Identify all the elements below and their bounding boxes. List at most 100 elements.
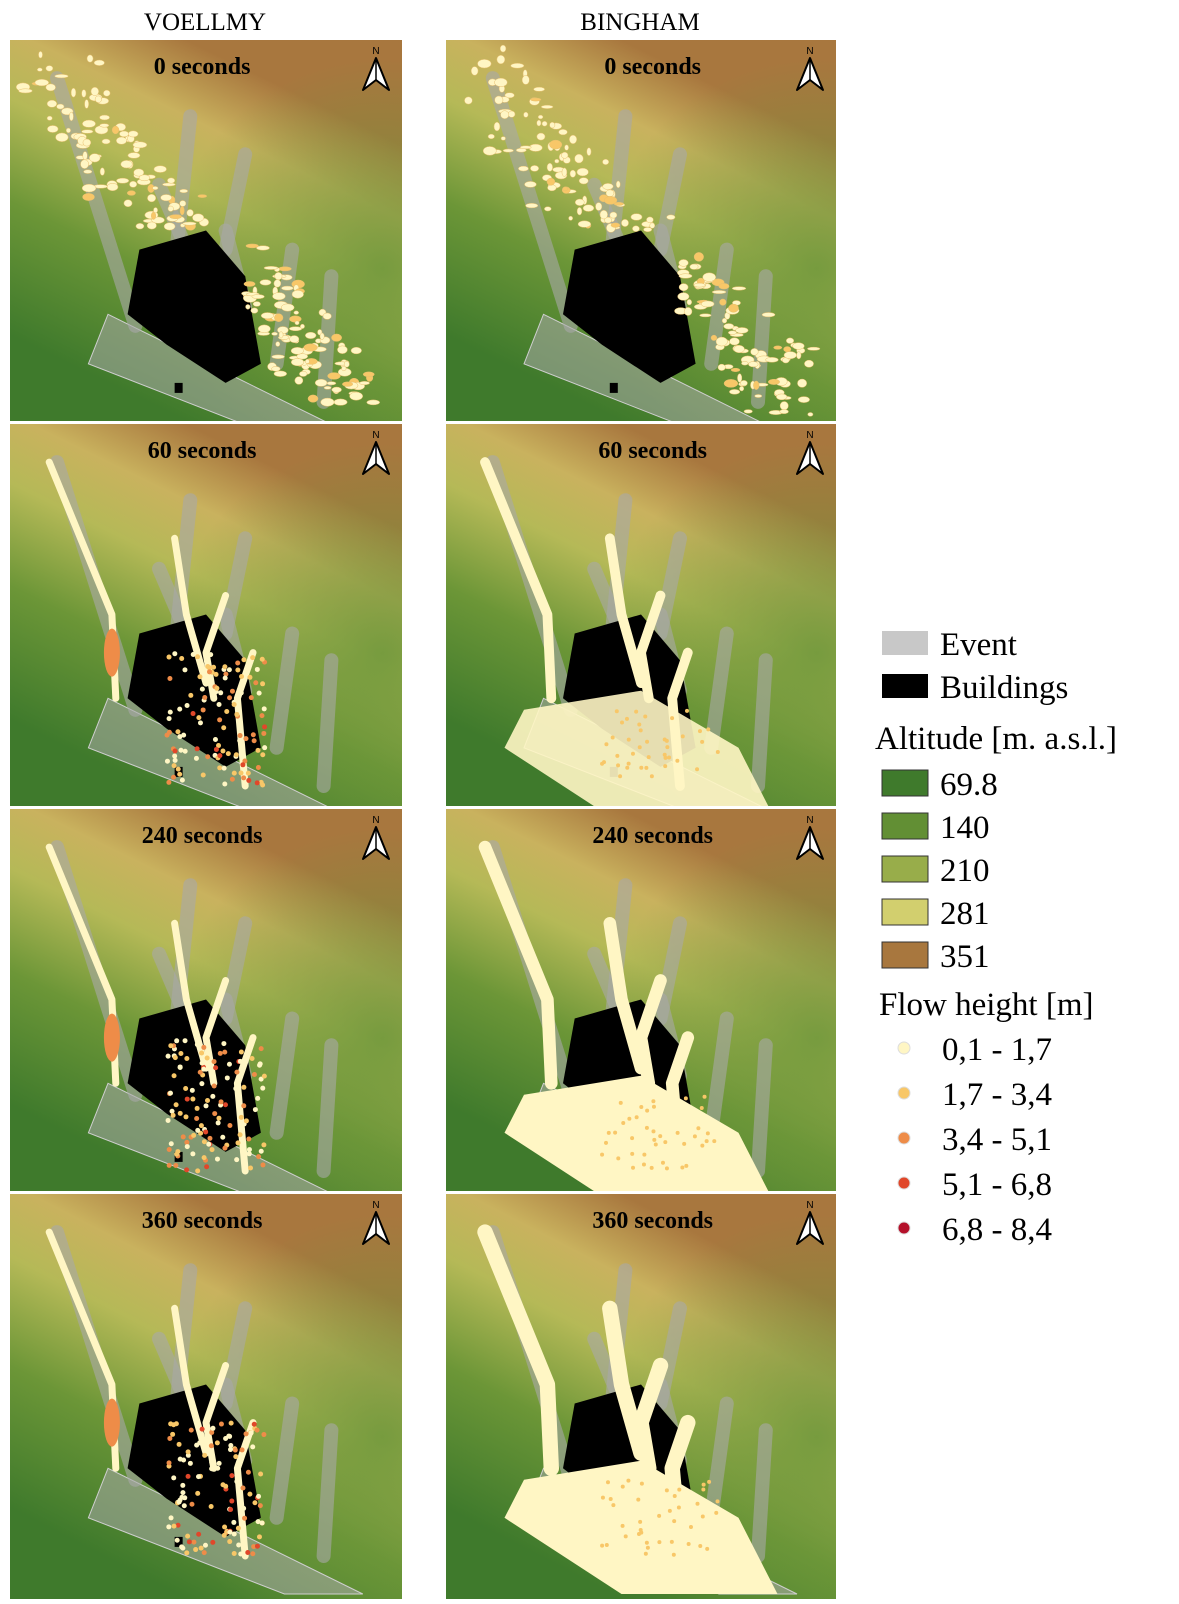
flow-cell [184,1550,190,1556]
flow-cell [242,758,248,764]
flow-source [561,167,568,177]
flow-cell [165,1117,171,1123]
flow-source [765,357,779,363]
flow-source [561,151,569,159]
flow-cell [644,1540,649,1545]
flow-cell [189,1087,195,1093]
flow-spread [504,1460,778,1594]
flow-source [46,115,53,121]
flow-source [320,397,335,407]
flow-cell [683,1096,688,1101]
flow-cell [189,1501,195,1507]
flow-cell [233,752,239,758]
flow-cell [221,725,227,731]
flow-cell [234,1157,240,1163]
flow-cell [166,716,172,722]
flow-source [163,222,176,231]
flow-cell [247,674,253,680]
flow-source [111,125,120,135]
flow-cell [235,1525,241,1531]
flow-source [779,409,789,414]
flow-source [796,351,802,360]
flow-source [54,74,69,79]
flow-cell [197,1069,203,1075]
flow-cell [243,736,249,742]
flow-source [293,310,299,315]
flow-source [342,381,354,387]
flow-source [721,317,728,324]
flow-cell [210,1093,216,1099]
flow-cell [261,1073,267,1079]
altitude-swatch [881,769,929,797]
flow-source [34,79,49,87]
event-channel [316,1423,339,1563]
flow-source [739,386,745,392]
flow-source [322,312,332,320]
map-panel: 360 seconds N [10,1194,402,1599]
flow-cell [212,736,218,742]
flow-cell [698,1544,703,1549]
flow-cell [260,782,266,788]
flow-cell [197,720,203,726]
buildings [127,1384,261,1537]
event-channel [704,626,734,755]
flow-cell [222,664,228,670]
flow-cell [167,1090,173,1096]
flow-source [167,177,176,184]
flow-cell [699,1106,704,1111]
flow-cell [241,1103,247,1109]
flow-cell [245,1469,251,1475]
flow-cell [177,706,183,712]
flow-source [70,87,77,98]
flow-cell [180,1134,186,1140]
flow-cell [199,1060,205,1066]
flow-cell [208,676,214,682]
flow-source [677,292,690,301]
flow-source [710,334,718,341]
flow-cell [167,676,173,682]
flow-cell [231,1519,237,1525]
flow-source [786,337,794,344]
flow-source [604,216,612,224]
flow-cell [238,1049,244,1055]
flow-cell [212,1111,218,1117]
legend-label: 140 [940,810,990,846]
flow-source [804,359,814,368]
flow-path [233,649,257,790]
flow-cell [630,1136,635,1141]
flow-cell [245,770,251,776]
flow-source [18,88,33,94]
flow-cell [262,724,268,730]
flow-source [678,259,689,267]
legend-label: 1,7 - 3,4 [942,1077,1052,1113]
flow-cell [231,770,237,776]
flow-cell [260,1085,266,1091]
flow-source [278,266,292,272]
flow-cell [171,763,177,769]
flow-cell [600,1543,605,1548]
flow-cell [236,1542,242,1548]
flow-source [666,214,676,220]
flow-source [487,133,495,140]
flow-source [243,281,256,287]
flow-cell [215,1120,221,1126]
flow-cell [188,692,194,698]
flow-cell [175,1522,181,1528]
flow-cell [177,734,183,740]
flow-source [289,335,300,343]
flow-source [702,272,717,282]
flow-source [259,279,272,286]
flow-source [69,111,74,122]
event-swatch [882,631,928,655]
flow-cell [217,717,223,723]
flow-cell [227,1447,233,1453]
flow-source [693,252,704,262]
flow-cell [238,690,244,696]
north-label: N [372,46,379,57]
flow-source [632,225,640,232]
flow-source [510,63,525,69]
legend-label: Buildings [940,670,1068,706]
flow-cell [239,1126,245,1132]
flow-source [683,307,693,316]
flow-source [533,86,545,92]
